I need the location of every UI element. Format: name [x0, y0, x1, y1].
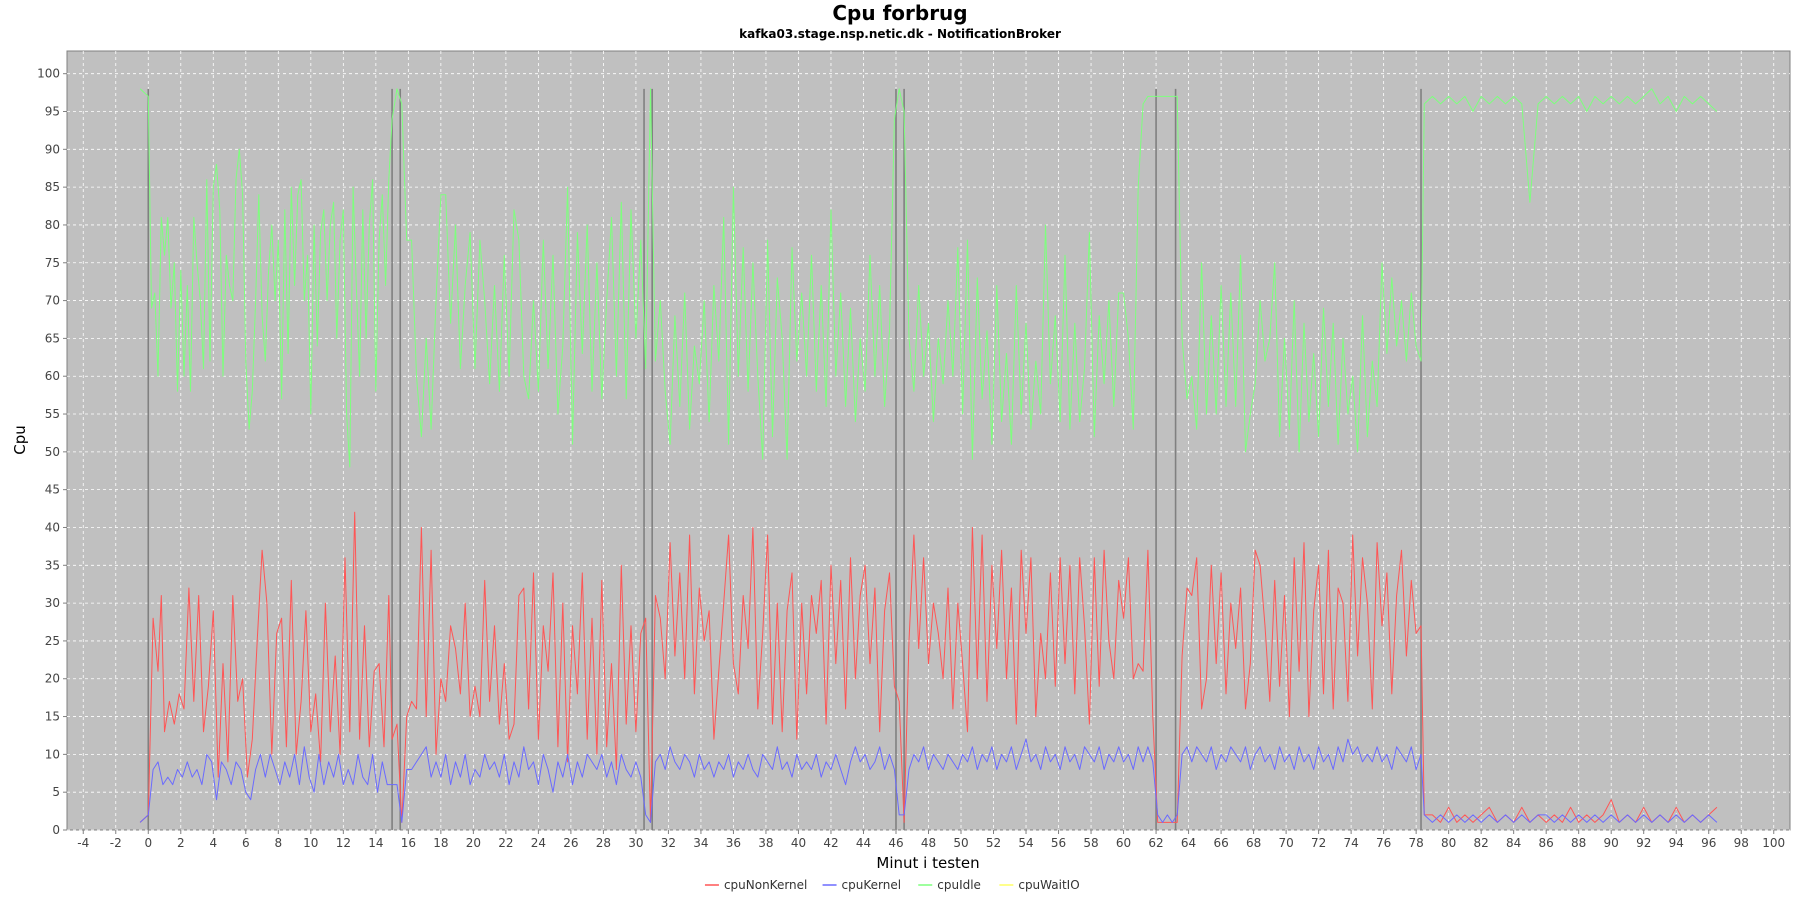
y-tick-label: 70 [45, 294, 60, 308]
x-tick-label: 70 [1278, 836, 1293, 850]
y-tick-label: 10 [45, 747, 60, 761]
y-tick-label: 100 [37, 67, 60, 81]
x-tick-label: 46 [888, 836, 903, 850]
y-tick-label: 60 [45, 369, 60, 383]
y-tick-label: 90 [45, 142, 60, 156]
x-axis-label: Minut i testen [876, 854, 979, 872]
y-tick-label: 15 [45, 710, 60, 724]
x-tick-label: 36 [726, 836, 741, 850]
legend-item-cpuIdle: cpuIdle [937, 878, 981, 892]
series-line-cpuNonKernel [139, 511, 1718, 823]
x-tick-label: 88 [1571, 836, 1586, 850]
x-tick-label: 82 [1474, 836, 1489, 850]
x-tick-label: 92 [1636, 836, 1651, 850]
y-tick-label: 85 [45, 180, 60, 194]
y-axis-ticks: 0 5 10 15 20 25 30 35 40 45 50 55 60 65 70 75 80 85 90 95 10… [37, 67, 67, 837]
series-line-cpuIdle [139, 88, 1718, 468]
x-tick-label: 8 [274, 836, 282, 850]
x-tick-label: 16 [401, 836, 416, 850]
x-tick-label: 32 [661, 836, 676, 850]
x-tick-label: 22 [498, 836, 513, 850]
x-tick-label: 14 [368, 836, 383, 850]
y-tick-label: 55 [45, 407, 60, 421]
x-tick-label: 48 [921, 836, 936, 850]
x-tick-label: 96 [1701, 836, 1716, 850]
y-tick-label: 65 [45, 331, 60, 345]
x-tick-label: 58 [1083, 836, 1098, 850]
x-tick-label: 98 [1734, 836, 1749, 850]
x-tick-label: 76 [1376, 836, 1391, 850]
x-tick-label: 86 [1539, 836, 1554, 850]
x-tick-label: 94 [1669, 836, 1684, 850]
x-tick-label: 20 [466, 836, 481, 850]
x-tick-label: 42 [823, 836, 838, 850]
chart-subtitle: kafka03.stage.nsp.netic.dk - Notificatio… [739, 27, 1061, 41]
x-tick-label: 80 [1441, 836, 1456, 850]
x-tick-label: 78 [1409, 836, 1424, 850]
x-tick-label: 24 [531, 836, 546, 850]
y-tick-label: 45 [45, 483, 60, 497]
y-tick-label: 25 [45, 634, 60, 648]
x-tick-label: 30 [628, 836, 643, 850]
series-line-cpuKernel [139, 738, 1718, 823]
series-lines [139, 88, 1718, 823]
chart-title: Cpu forbrug [832, 1, 967, 25]
x-tick-label: 90 [1604, 836, 1619, 850]
x-tick-label: 72 [1311, 836, 1326, 850]
x-tick-label: 56 [1051, 836, 1066, 850]
x-tick-label: 74 [1343, 836, 1358, 850]
x-tick-label: 28 [596, 836, 611, 850]
y-tick-label: 80 [45, 218, 60, 232]
y-tick-label: 95 [45, 105, 60, 119]
legend: cpuNonKernel cpuKernel cpuIdle cpuWaitIO [704, 878, 1080, 892]
y-tick-label: 40 [45, 520, 60, 534]
x-tick-label: 2 [177, 836, 185, 850]
x-tick-label: -2 [110, 836, 122, 850]
x-tick-label: 66 [1213, 836, 1228, 850]
x-tick-label: 38 [758, 836, 773, 850]
x-tick-label: 84 [1506, 836, 1521, 850]
x-tick-label: 4 [209, 836, 217, 850]
x-tick-label: 60 [1116, 836, 1131, 850]
x-tick-label: 12 [336, 836, 351, 850]
y-tick-label: 75 [45, 256, 60, 270]
x-tick-label: 44 [856, 836, 871, 850]
x-axis-ticks: -4 -2 0 2 4 6 8 10 12 14 16 18 20 22 24 26 28 30 32 34 36 38 4… [77, 830, 1785, 850]
x-tick-label: 34 [693, 836, 708, 850]
x-tick-label: 0 [144, 836, 152, 850]
x-tick-label: 62 [1148, 836, 1163, 850]
y-axis-label: Cpu [11, 425, 29, 455]
y-tick-label: 0 [52, 823, 60, 837]
x-tick-label: 10 [303, 836, 318, 850]
y-tick-label: 5 [52, 785, 60, 799]
x-tick-label: 26 [563, 836, 578, 850]
x-tick-label: 52 [986, 836, 1001, 850]
y-tick-label: 30 [45, 596, 60, 610]
x-tick-label: 18 [433, 836, 448, 850]
x-tick-label: 40 [791, 836, 806, 850]
x-tick-label: 64 [1181, 836, 1196, 850]
x-tick-label: 100 [1762, 836, 1785, 850]
legend-item-cpuWaitIO: cpuWaitIO [1018, 878, 1079, 892]
y-tick-label: 50 [45, 445, 60, 459]
legend-item-cpuNonKernel: cpuNonKernel [724, 878, 807, 892]
y-tick-label: 35 [45, 558, 60, 572]
x-tick-label: -4 [77, 836, 89, 850]
x-tick-label: 54 [1018, 836, 1033, 850]
marker-lines [147, 88, 1422, 830]
y-tick-label: 20 [45, 672, 60, 686]
x-tick-label: 68 [1246, 836, 1261, 850]
legend-item-cpuKernel: cpuKernel [842, 878, 902, 892]
x-tick-label: 50 [953, 836, 968, 850]
x-tick-label: 6 [242, 836, 250, 850]
